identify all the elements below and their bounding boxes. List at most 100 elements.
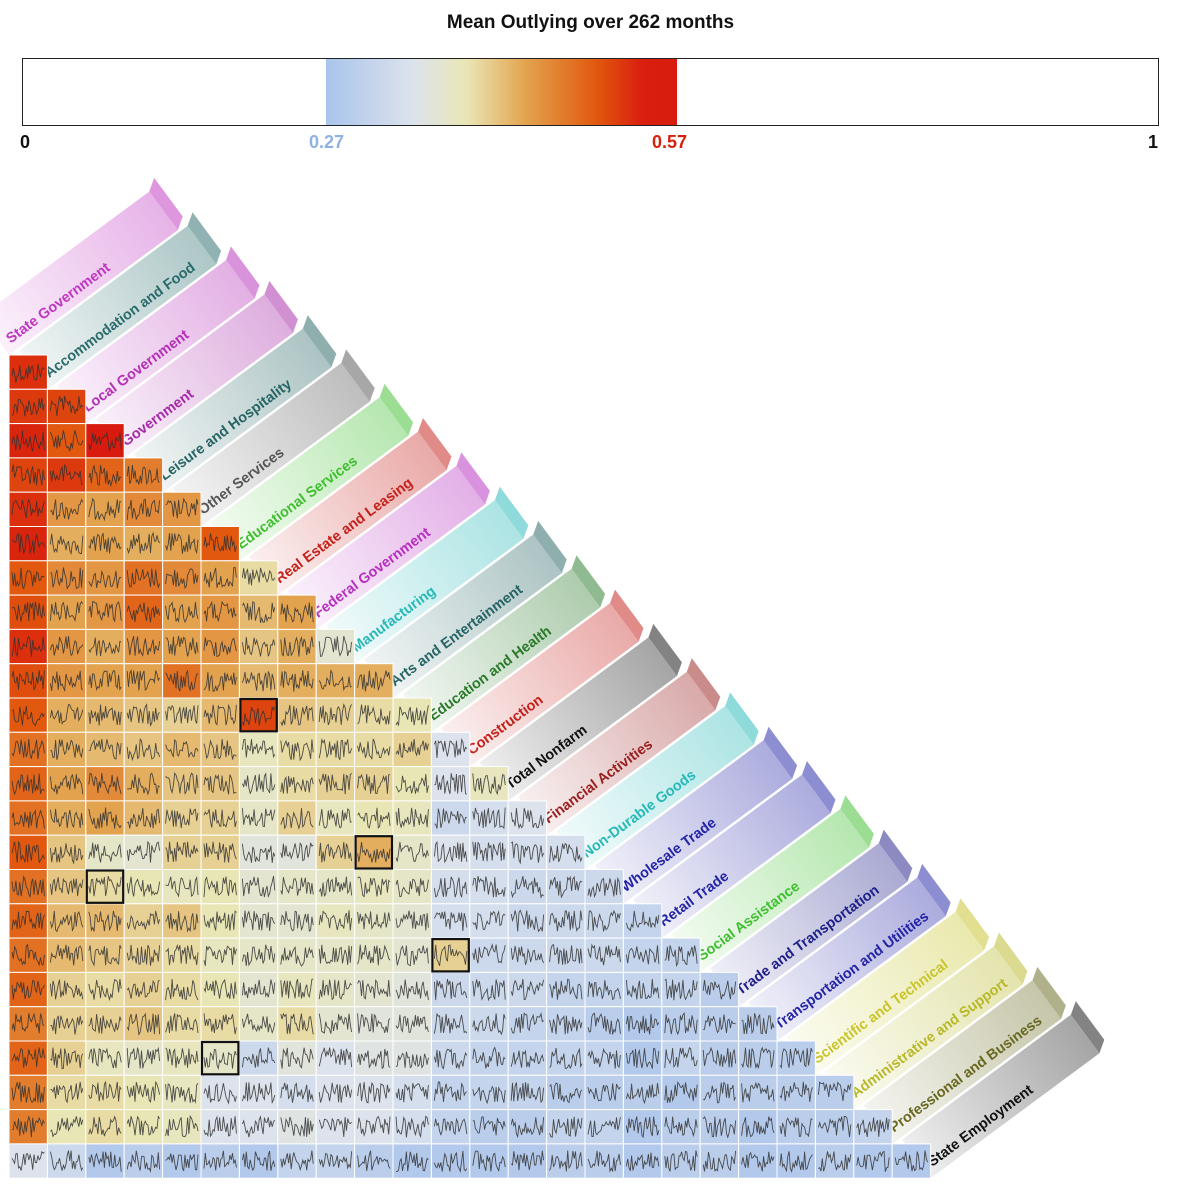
heatmap-cell xyxy=(162,1143,202,1179)
sparkline xyxy=(88,1151,122,1172)
heatmap-cell xyxy=(354,937,394,973)
sparkline xyxy=(664,945,698,967)
sparkline xyxy=(433,840,468,864)
sparkline xyxy=(165,1153,199,1172)
heatmap-cell xyxy=(85,491,125,528)
sparkline xyxy=(856,1117,890,1137)
sparkline xyxy=(241,1047,276,1068)
heatmap-cell xyxy=(622,1109,663,1145)
sparkline xyxy=(126,738,161,762)
sparkline xyxy=(664,1150,698,1172)
heatmap-cell xyxy=(430,766,471,802)
sparkline xyxy=(50,1081,84,1104)
sparkline xyxy=(49,808,84,829)
sparkline xyxy=(318,1117,352,1137)
heatmap-cell xyxy=(8,663,48,699)
heatmap-cell xyxy=(200,1143,240,1179)
sparkline xyxy=(779,1151,813,1173)
sparkline xyxy=(49,636,84,657)
heatmap-cell xyxy=(392,1006,432,1042)
sparkline xyxy=(88,739,122,760)
heatmap-cell xyxy=(85,937,125,973)
sparkline xyxy=(11,430,45,452)
sparkline xyxy=(50,1047,84,1070)
sparkline xyxy=(395,1115,429,1139)
sparkline xyxy=(165,1013,199,1034)
sparkline xyxy=(433,738,468,759)
heatmap-cell xyxy=(354,903,394,939)
sparkline xyxy=(702,1046,737,1068)
sparkline xyxy=(11,635,45,658)
sparkline xyxy=(88,432,122,451)
heatmap-cell xyxy=(8,731,48,768)
sparkline xyxy=(126,498,161,520)
heatmap-cell xyxy=(123,1040,164,1076)
sparkline xyxy=(510,1117,545,1139)
heatmap-cell xyxy=(584,971,624,1008)
heatmap-cell xyxy=(546,834,586,871)
heatmap-cell xyxy=(85,594,125,630)
sparkline xyxy=(88,1047,122,1069)
heatmap-cell xyxy=(162,663,202,699)
sparkline xyxy=(11,875,45,899)
sparkline xyxy=(433,1117,468,1136)
sparkline xyxy=(241,567,276,586)
heatmap-cell xyxy=(46,1143,87,1179)
heatmap-cell xyxy=(853,1109,893,1145)
heatmap-cell xyxy=(699,1109,740,1145)
sparkline xyxy=(11,910,45,930)
heatmap-cell xyxy=(8,903,48,939)
sparkline xyxy=(11,1047,45,1068)
heatmap-cell xyxy=(162,1109,202,1145)
heatmap-cell xyxy=(85,869,125,905)
heatmap-cell xyxy=(354,1143,394,1179)
sparkline xyxy=(203,809,237,828)
heatmap-cell xyxy=(584,903,624,939)
heatmap-cell xyxy=(238,1143,279,1179)
sparkline xyxy=(702,1150,737,1172)
sparkline xyxy=(126,1080,161,1104)
sparkline xyxy=(280,877,314,896)
heatmap-cell xyxy=(162,697,202,733)
heatmap-cell xyxy=(584,1109,624,1145)
sparkline xyxy=(203,671,237,693)
heatmap-cell xyxy=(622,971,663,1008)
sparkline xyxy=(280,1012,314,1035)
heatmap-cell xyxy=(469,1040,509,1076)
sparkline xyxy=(11,670,45,692)
heatmap-cell xyxy=(622,1006,663,1042)
heatmap-cell xyxy=(315,971,356,1008)
heatmap-cell xyxy=(8,697,48,733)
sparkline xyxy=(165,911,199,933)
sparkline xyxy=(280,945,314,967)
heatmap-cell xyxy=(238,800,279,836)
sparkline xyxy=(510,1150,545,1171)
heatmap-cell xyxy=(200,697,240,733)
sparkline xyxy=(318,737,353,761)
sparkline xyxy=(11,1081,45,1103)
sparkline xyxy=(357,1048,391,1070)
heatmap-cell xyxy=(162,1040,202,1076)
sparkline xyxy=(126,979,160,999)
heatmap-cell xyxy=(85,457,125,493)
heatmap-cell xyxy=(507,834,548,871)
sparkline xyxy=(741,1081,775,1103)
sparkline xyxy=(49,910,84,933)
sparkline xyxy=(433,911,468,932)
sparkline xyxy=(549,1047,583,1070)
sparkline xyxy=(664,1011,698,1036)
sparkline xyxy=(703,1081,737,1104)
heatmap-cell xyxy=(8,1040,48,1076)
heatmap-cell xyxy=(162,491,202,528)
heatmap-cell xyxy=(430,834,471,871)
color-legend-bar xyxy=(22,58,1159,126)
sparkline xyxy=(587,1083,621,1102)
heatmap-cell xyxy=(661,1040,701,1076)
heatmap-cell xyxy=(469,834,509,871)
sparkline xyxy=(241,979,276,999)
sparkline xyxy=(49,395,84,416)
heatmap-cell xyxy=(430,1074,471,1111)
sparkline xyxy=(88,944,122,967)
sparkline xyxy=(472,910,506,931)
